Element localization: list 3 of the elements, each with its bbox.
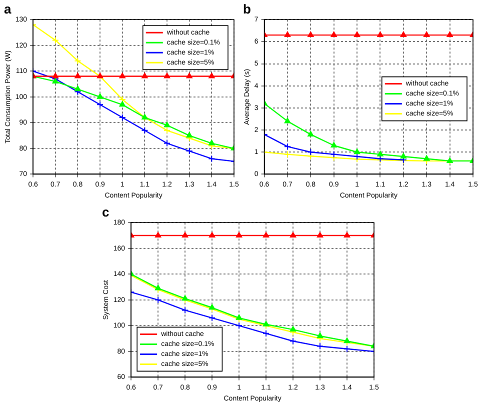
chart-title: c <box>102 204 110 220</box>
chart-title: a <box>4 1 12 16</box>
chart-title: b <box>243 1 251 16</box>
